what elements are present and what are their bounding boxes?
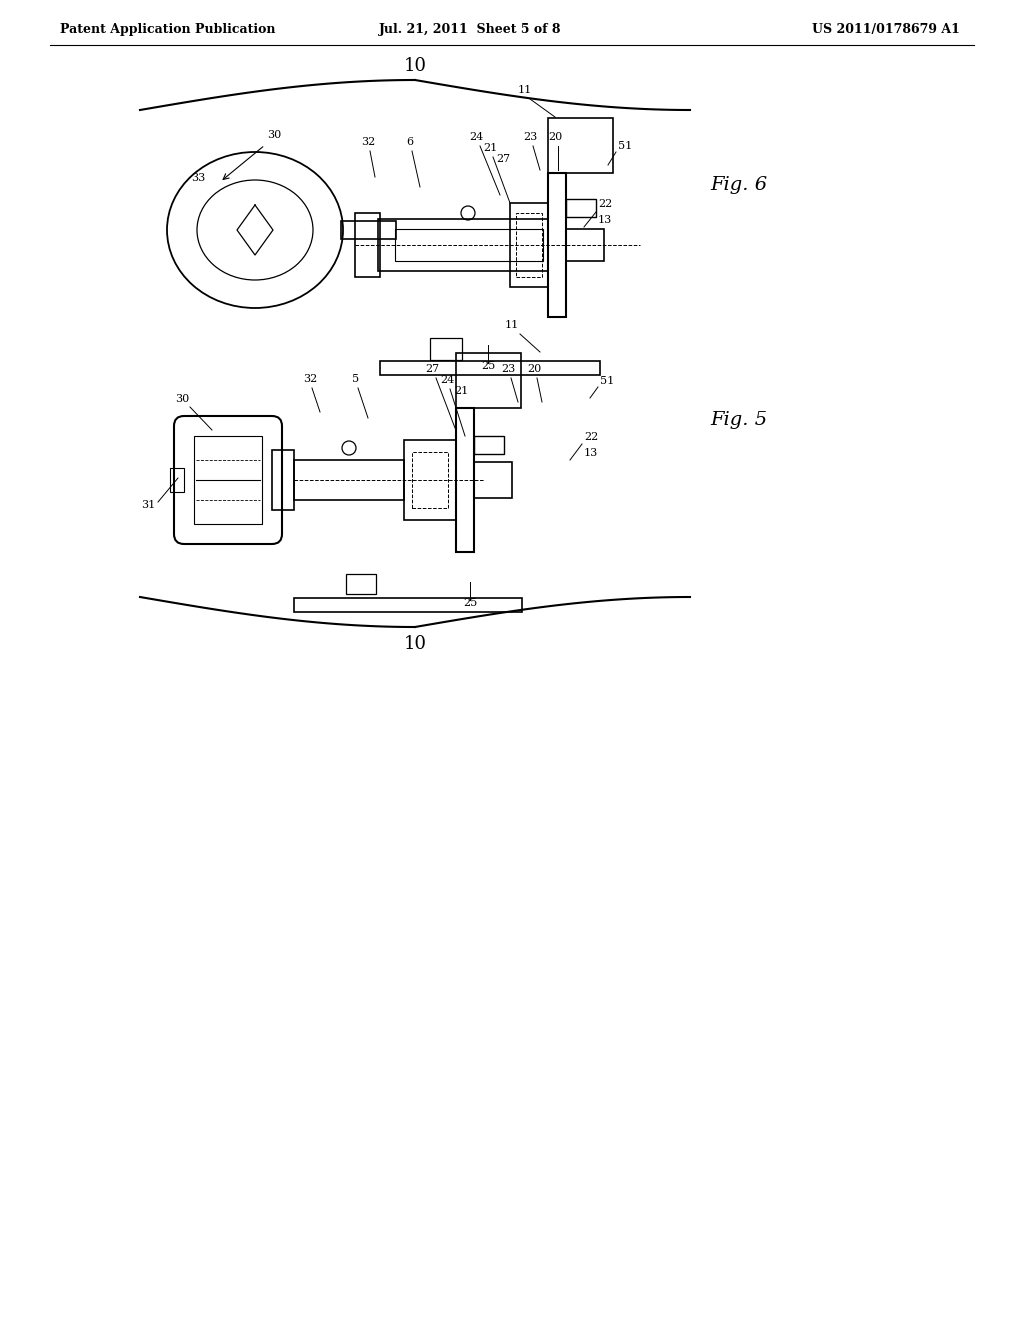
Bar (346, 574, 376, 594)
Text: 24: 24 (440, 375, 454, 385)
Bar (456, 408, 474, 552)
Text: 51: 51 (618, 141, 632, 150)
Text: 27: 27 (425, 364, 439, 374)
Text: 13: 13 (584, 447, 598, 458)
Text: 10: 10 (403, 57, 427, 75)
Text: Fig. 5: Fig. 5 (710, 411, 767, 429)
Bar (294, 598, 522, 612)
Text: 32: 32 (303, 374, 317, 384)
Text: 33: 33 (190, 173, 205, 183)
Bar (548, 117, 613, 173)
Text: 22: 22 (584, 432, 598, 442)
Bar (510, 203, 548, 286)
Text: 30: 30 (267, 129, 282, 140)
Text: 25: 25 (481, 360, 496, 371)
Text: Jul. 21, 2011  Sheet 5 of 8: Jul. 21, 2011 Sheet 5 of 8 (379, 24, 561, 37)
Bar (548, 173, 566, 317)
Bar (380, 360, 600, 375)
Text: 21: 21 (483, 143, 497, 153)
Bar (566, 199, 596, 216)
Text: 10: 10 (403, 635, 427, 653)
Text: 30: 30 (175, 393, 189, 404)
Text: 32: 32 (360, 137, 375, 147)
Text: 25: 25 (463, 598, 477, 609)
Bar (378, 219, 548, 271)
Text: Fig. 6: Fig. 6 (710, 176, 767, 194)
Text: 20: 20 (527, 364, 541, 374)
Text: 13: 13 (598, 215, 612, 224)
Bar (430, 338, 462, 360)
Text: 31: 31 (140, 500, 155, 510)
Bar (566, 228, 604, 261)
Text: 51: 51 (600, 376, 614, 385)
Bar (272, 450, 294, 510)
Bar (456, 352, 521, 408)
Text: 11: 11 (518, 84, 532, 95)
Text: Patent Application Publication: Patent Application Publication (60, 24, 275, 37)
Bar (474, 462, 512, 498)
Bar (412, 451, 449, 508)
Bar (355, 213, 380, 277)
Text: US 2011/0178679 A1: US 2011/0178679 A1 (812, 24, 961, 37)
Bar (341, 220, 396, 239)
Bar (474, 436, 504, 454)
Text: 22: 22 (598, 199, 612, 209)
Bar (516, 213, 542, 277)
Bar (194, 436, 262, 524)
Text: 6: 6 (407, 137, 414, 147)
Text: 5: 5 (352, 374, 359, 384)
Text: 21: 21 (454, 385, 468, 396)
Text: 20: 20 (548, 132, 562, 143)
Bar (170, 469, 184, 492)
Text: 23: 23 (523, 132, 538, 143)
Bar (395, 228, 543, 261)
Text: 11: 11 (505, 319, 519, 330)
Bar (294, 459, 404, 500)
Text: 27: 27 (496, 154, 510, 164)
Text: 24: 24 (469, 132, 483, 143)
Text: 23: 23 (501, 364, 515, 374)
Bar (404, 440, 456, 520)
